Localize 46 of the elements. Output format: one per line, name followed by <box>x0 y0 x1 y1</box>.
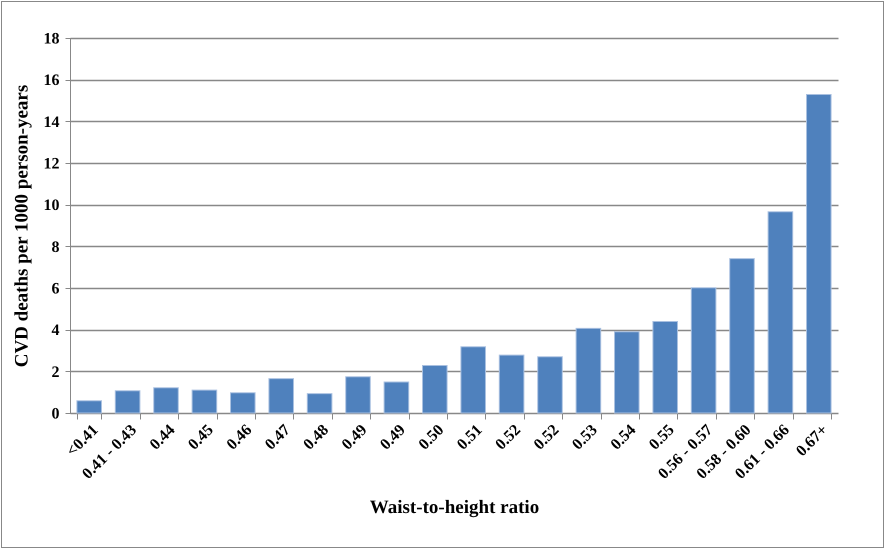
x-tick-label: 0.46 <box>224 422 256 454</box>
bar <box>268 378 294 414</box>
y-tick-label: 4 <box>52 322 60 340</box>
bar <box>690 287 716 414</box>
bar <box>460 346 486 414</box>
x-tick-label: 0.49 <box>338 422 371 454</box>
bar <box>729 258 755 414</box>
y-tick-label: 8 <box>52 238 60 256</box>
bar <box>614 331 640 414</box>
bar <box>306 393 332 414</box>
bar <box>768 211 794 414</box>
bar <box>422 365 448 414</box>
x-tick-label: 0.48 <box>300 422 332 454</box>
x-tick-label: 0.55 <box>646 422 678 454</box>
x-tick-label: 0.47 <box>262 422 294 454</box>
bar <box>230 392 256 414</box>
x-tick-label: 0.54 <box>608 422 640 454</box>
bar <box>652 321 678 414</box>
bar <box>576 328 602 414</box>
bar <box>384 381 410 414</box>
y-tick-label: 10 <box>44 197 60 214</box>
bar <box>114 390 140 414</box>
x-axis-title: Waist-to-height ratio <box>370 496 540 518</box>
bar <box>76 400 102 414</box>
x-tick-label: 0.52 <box>530 422 563 454</box>
x-tick-label: 0.51 <box>454 422 486 454</box>
bar <box>806 94 832 414</box>
y-tick-label: 6 <box>52 280 60 298</box>
y-tick-label: 2 <box>52 364 60 381</box>
x-tick-label: 0.53 <box>569 422 601 454</box>
x-tick-label: 0.50 <box>416 422 448 454</box>
bar <box>153 387 179 414</box>
x-tick-label: 0.45 <box>185 422 217 454</box>
bar <box>192 390 218 414</box>
x-tick-label: 0.49 <box>377 422 409 454</box>
y-tick-label: 14 <box>44 114 60 131</box>
bar <box>345 376 371 414</box>
y-tick-label: 18 <box>44 30 60 48</box>
bar <box>537 356 563 414</box>
bar <box>498 354 524 414</box>
y-tick-label: 0 <box>52 406 60 422</box>
y-axis-title: CVD deaths per 1000 person-years <box>12 84 32 368</box>
x-tick-label: 0.52 <box>492 422 524 454</box>
y-tick-label: 12 <box>44 156 60 172</box>
x-tick-label: 0.44 <box>146 422 179 454</box>
y-tick-label: 16 <box>44 72 60 90</box>
